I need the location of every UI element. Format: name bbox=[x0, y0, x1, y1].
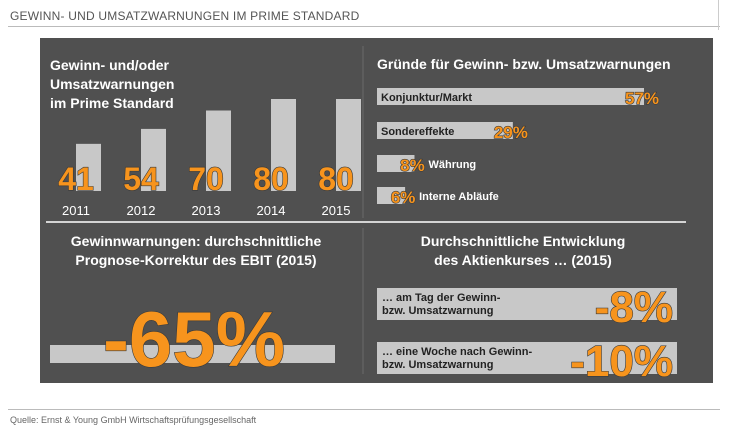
chart2-category-label: Konjunktur/Markt bbox=[381, 92, 472, 104]
chart3-value-label: -65% bbox=[103, 295, 285, 383]
chart4-title-line: des Aktienkurses … (2015) bbox=[434, 252, 612, 268]
chart1-value-label: 41 bbox=[58, 161, 94, 197]
chart3-bar bbox=[50, 345, 335, 363]
corner-divider bbox=[718, 0, 719, 30]
chart1-year-label: 2014 bbox=[257, 203, 286, 218]
chart4-bar bbox=[377, 288, 677, 320]
chart2-title: Gründe für Gewinn- bzw. Umsatzwarnungen bbox=[377, 56, 671, 72]
chart2-value-label: 57% bbox=[625, 89, 659, 108]
chart2-category-label: Währung bbox=[428, 159, 476, 171]
chart4-value-label: -8% bbox=[595, 283, 673, 332]
chart2-bar bbox=[377, 122, 513, 139]
chart4-title-line: Durchschnittliche Entwicklung bbox=[421, 233, 626, 249]
chart1-title-line: Umsatzwarnungen bbox=[50, 76, 174, 92]
chart4-item-label: bzw. Umsatzwarnung bbox=[382, 305, 493, 317]
chart2-value-label: 6% bbox=[391, 188, 416, 207]
infographic-svg: Gewinn- und/oder Umsatzwarnungen im Prime … bbox=[46, 46, 686, 387]
header-divider bbox=[8, 26, 720, 27]
chart4-item-label: … am Tag der Gewinn- bbox=[382, 292, 501, 304]
chart1-year-label: 2015 bbox=[322, 203, 351, 218]
chart1-value-label: 80 bbox=[318, 161, 354, 197]
chart2-category-label: Sondereffekte bbox=[381, 126, 454, 138]
chart3-title-line: Prognose-Korrektur des EBIT (2015) bbox=[75, 252, 316, 268]
chart2-bar bbox=[377, 88, 644, 105]
chart1-bar bbox=[141, 128, 166, 191]
chart1-year-label: 2012 bbox=[127, 203, 156, 218]
chart2-category-label: Interne Abläufe bbox=[419, 191, 499, 203]
chart1-bar bbox=[336, 99, 361, 191]
chart1-value-label: 70 bbox=[188, 161, 224, 197]
chart4-item-label: bzw. Umsatzwarnung bbox=[382, 359, 493, 371]
chart1-bar bbox=[271, 99, 296, 191]
chart2-value-label: 29% bbox=[494, 123, 528, 142]
chart4-bar bbox=[377, 342, 677, 374]
share-price-chart: Durchschnittliche Entwicklung des Aktienk… bbox=[377, 233, 677, 387]
chart1-title-line: im Prime Standard bbox=[50, 95, 174, 111]
chart3-title-line: Gewinnwarnungen: durchschnittliche bbox=[71, 233, 322, 249]
source-note: Quelle: Ernst & Young GmbH Wirtschaftspr… bbox=[10, 415, 257, 425]
chart1-bar bbox=[76, 143, 101, 191]
reasons-chart: Gründe für Gewinn- bzw. Umsatzwarnungen K… bbox=[377, 56, 671, 208]
chart2-value-label: 8% bbox=[400, 156, 425, 175]
chart1-title-line: Gewinn- und/oder bbox=[50, 57, 170, 73]
footer-divider bbox=[8, 409, 720, 410]
chart2-bar bbox=[377, 187, 406, 204]
chart1-value-label: 54 bbox=[123, 161, 159, 197]
chart4-value-label: -10% bbox=[570, 337, 673, 383]
page-title: GEWINN- UND UMSATZWARNUNGEN IM PRIME STA… bbox=[10, 9, 360, 23]
ebit-correction-chart: Gewinnwarnungen: durchschnittliche Progno… bbox=[50, 233, 335, 384]
chart4-item-label: … eine Woche nach Gewinn- bbox=[382, 346, 532, 358]
chart1-year-label: 2013 bbox=[192, 203, 221, 218]
chart1-year-label: 2011 bbox=[62, 203, 90, 218]
chart2-bar bbox=[377, 155, 415, 172]
infographic-panel: Gewinn- und/oder Umsatzwarnungen im Prime … bbox=[40, 38, 713, 387]
chart1-value-label: 80 bbox=[253, 161, 289, 197]
chart1-bar bbox=[206, 110, 231, 191]
warnings-per-year-chart: Gewinn- und/oder Umsatzwarnungen im Prime … bbox=[50, 57, 361, 218]
